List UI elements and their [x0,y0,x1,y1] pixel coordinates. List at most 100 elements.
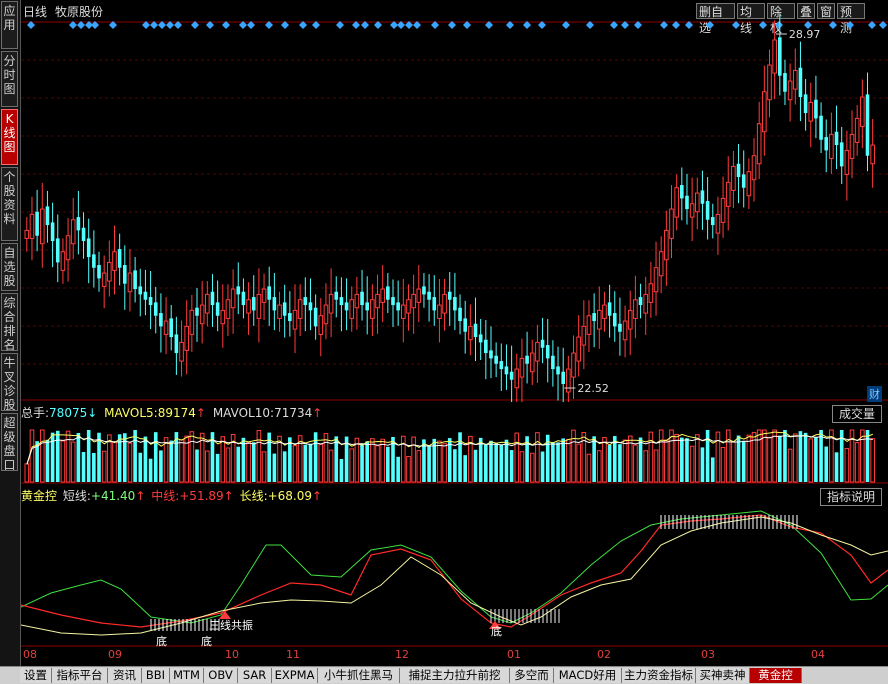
volume-bar [849,429,855,483]
candle-body [792,69,798,90]
volume-bar [519,451,525,483]
candle-body [442,293,447,314]
candle-body [581,325,587,346]
mavol10-line [26,435,873,465]
indicator-tab-6[interactable]: SAR [238,668,272,683]
volume-bar [339,458,344,482]
volume-bar [396,456,400,482]
candle-body [101,272,107,287]
candlestick-chart[interactable]: 28.97 22.52 [21,0,888,402]
mavol5-line [26,431,874,464]
event-marker [77,21,85,29]
candle-body [360,291,364,306]
candle-body [29,213,35,239]
candle-body [205,293,210,314]
candle-body [323,304,329,325]
indicator-tab-4[interactable]: MTM [170,668,204,683]
candle-body [669,208,674,239]
header-button-0[interactable]: 删自选 [696,3,735,35]
indicator-tab-9[interactable]: 捕捉主力拉升前挖 [400,668,510,683]
candle-body [627,309,633,330]
sidebar-item-4[interactable]: 自选股 [1,243,18,291]
volume-bar [432,438,437,482]
volume-bar [370,438,375,483]
volume-chart[interactable] [21,422,888,484]
volume-bar [860,429,865,483]
candle-body [401,304,406,319]
candle-body [303,297,308,306]
candle-body [411,293,416,309]
candle-body [406,299,411,314]
candle-body [473,323,478,338]
candle-body [97,265,101,279]
header-button-4[interactable]: 窗 [817,3,835,19]
short-line [21,516,888,636]
volume-bar [463,455,468,482]
indicator-tab-5[interactable]: OBV [204,668,238,683]
vol-total-value: 78075 [49,406,88,420]
volume-bar [97,432,101,482]
candle-body [756,123,762,165]
indicator-help-button[interactable]: 指标说明 [819,488,882,506]
candle-body [230,288,236,309]
indicator-tab-3[interactable]: BBI [142,668,170,683]
volume-bar [76,432,81,482]
volume-bar [586,453,592,483]
candle-body [344,302,349,311]
volume-bar [783,430,787,482]
short-arrow: ↑ [135,489,146,503]
candle-body [174,334,179,354]
sidebar-item-5[interactable]: 综合排名 [1,293,18,352]
volume-bar [163,437,169,483]
sidebar-item-3[interactable]: 个股资料 [1,167,18,241]
short-label: 短线: [62,489,91,503]
volume-bar [824,446,829,482]
volume-bar [447,438,452,482]
volume-bar [674,433,679,483]
indicator-tab-7[interactable]: EXPMA [272,668,318,683]
candle-body [689,203,695,218]
indicator-tab-11[interactable]: MACD好用 [554,668,622,683]
candle-body [824,137,829,151]
indicator-tab-1[interactable]: 指标平台 [52,668,108,683]
indicator-tab-12[interactable]: 主力资金指标 [622,668,696,683]
indicator-tab-8[interactable]: 小牛抓住黑马 [318,668,400,683]
volume-bar [318,443,324,483]
volume-bar [189,431,195,483]
candle-body [133,270,137,290]
sidebar-item-7[interactable]: 超级盘口 [1,413,18,472]
header-button-3[interactable]: 叠 [797,3,815,19]
sidebar-item-0[interactable]: 应用 [1,1,18,49]
event-marker [634,21,642,29]
volume-bar [596,450,602,483]
event-marker [538,21,546,29]
candle-body [643,293,649,314]
sidebar-item-2[interactable]: K线图 [1,109,18,165]
candle-body [251,297,256,311]
period-label[interactable]: 日线 [23,5,48,19]
signal-arrow [489,621,501,629]
volume-bar [117,434,122,482]
candle-body [159,313,163,327]
sidebar-item-6[interactable]: 牛叉诊股 [1,353,18,412]
header-button-1[interactable]: 均线 [737,3,765,35]
sidebar-item-1[interactable]: 分时图 [1,51,18,107]
volume-bar [354,437,360,483]
candle-body [612,313,617,327]
indicator-tab-10[interactable]: 多空而 [510,668,554,683]
candle-body [50,222,55,242]
volume-panel-label[interactable]: 成交量 [831,405,882,423]
candle-body [674,187,679,218]
indicator-tab-0[interactable]: 设置 [20,668,52,683]
x-axis-label: 01 [507,648,521,661]
volume-bar [55,430,60,482]
indicator-tab-13[interactable]: 买神卖神 [696,668,750,683]
event-marker [191,21,199,29]
candle-body [489,350,493,359]
volume-bar [122,433,127,482]
finance-badge[interactable]: 财 [867,386,882,402]
indicator-tab-2[interactable]: 资讯 [108,668,142,683]
event-marker [463,21,471,29]
indicator-tab-14[interactable]: 黄金控 [750,668,802,683]
indicator-chart[interactable]: 底底底三线共振 [21,505,888,647]
